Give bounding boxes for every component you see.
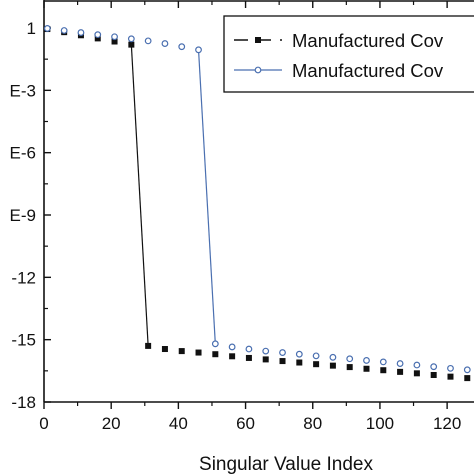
data-point xyxy=(463,366,471,374)
data-point xyxy=(94,31,102,39)
legend-label: Manufactured Cov xyxy=(292,30,444,51)
data-point xyxy=(195,349,202,356)
data-point xyxy=(312,352,320,360)
data-point xyxy=(195,46,202,54)
x-tick-label: 80 xyxy=(303,414,322,433)
data-point xyxy=(212,351,219,358)
data-point xyxy=(262,356,269,363)
data-point xyxy=(363,365,370,372)
data-point xyxy=(380,367,387,374)
data-point xyxy=(464,375,471,382)
y-tick-label: -12 xyxy=(11,268,36,287)
data-point xyxy=(430,363,438,371)
legend-entry-2: Manufactured Cov xyxy=(234,60,444,81)
series-layer xyxy=(43,25,471,382)
x-axis-ticks: 0 20 40 60 80 100 120 xyxy=(39,1,461,433)
x-axis-title: Singular Value Index xyxy=(199,454,373,474)
data-point xyxy=(413,361,421,369)
data-point xyxy=(245,354,252,361)
data-point xyxy=(60,27,68,34)
data-point xyxy=(229,353,236,360)
series-drop-line xyxy=(197,49,216,344)
data-point xyxy=(396,360,404,367)
data-point xyxy=(313,361,320,368)
legend-box xyxy=(223,15,474,93)
data-point xyxy=(111,33,118,41)
data-point xyxy=(279,358,286,365)
y-tick-label: -18 xyxy=(11,393,36,412)
data-point xyxy=(161,40,169,47)
data-point xyxy=(228,343,236,351)
data-point xyxy=(211,340,219,348)
legend-marker xyxy=(255,37,261,43)
data-point xyxy=(279,349,286,356)
data-point xyxy=(363,357,370,364)
data-point xyxy=(178,348,185,355)
data-point xyxy=(346,364,353,371)
x-tick-label: 100 xyxy=(366,414,394,433)
data-point xyxy=(329,353,337,361)
legend-entry-1: Manufactured Cov xyxy=(234,30,444,51)
data-point xyxy=(145,342,152,349)
data-point xyxy=(329,362,336,369)
data-point xyxy=(43,25,51,32)
data-point xyxy=(447,364,454,372)
y-tick-label: -15 xyxy=(11,331,36,350)
y-tick-label: E-3 xyxy=(10,81,36,100)
x-tick-label: 20 xyxy=(102,414,121,433)
data-point xyxy=(346,355,354,363)
series-drop-line xyxy=(130,44,149,346)
data-point xyxy=(127,35,135,43)
x-tick-label: 40 xyxy=(169,414,188,433)
data-point xyxy=(379,358,387,366)
legend: Manufactured Cov Manufactured Cov xyxy=(223,15,474,93)
data-point xyxy=(447,373,454,380)
data-point xyxy=(111,38,118,45)
y-tick-label: E-9 xyxy=(10,206,36,225)
legend-marker xyxy=(254,66,262,74)
y-tick-label: E-6 xyxy=(10,144,36,163)
data-point xyxy=(77,29,85,36)
data-point xyxy=(161,346,168,353)
data-point xyxy=(295,350,303,358)
data-point xyxy=(178,43,186,51)
data-point xyxy=(128,41,135,48)
data-point xyxy=(144,37,152,45)
x-tick-label: 60 xyxy=(236,414,255,433)
y-tick-label: 1 xyxy=(27,19,36,38)
data-point xyxy=(397,368,404,375)
series-2 xyxy=(43,25,471,374)
y-axis-ticks: 1 E-3 E-6 E-9 -12 -15 -18 xyxy=(10,19,51,412)
legend-label: Manufactured Cov xyxy=(292,60,444,81)
data-point xyxy=(413,370,420,377)
data-point xyxy=(94,35,101,42)
data-point xyxy=(245,345,253,353)
x-tick-label: 120 xyxy=(433,414,461,433)
data-point xyxy=(296,359,303,366)
data-point xyxy=(430,371,437,378)
data-point xyxy=(262,347,270,355)
x-tick-label: 0 xyxy=(39,414,48,433)
plot-frame xyxy=(43,0,474,403)
